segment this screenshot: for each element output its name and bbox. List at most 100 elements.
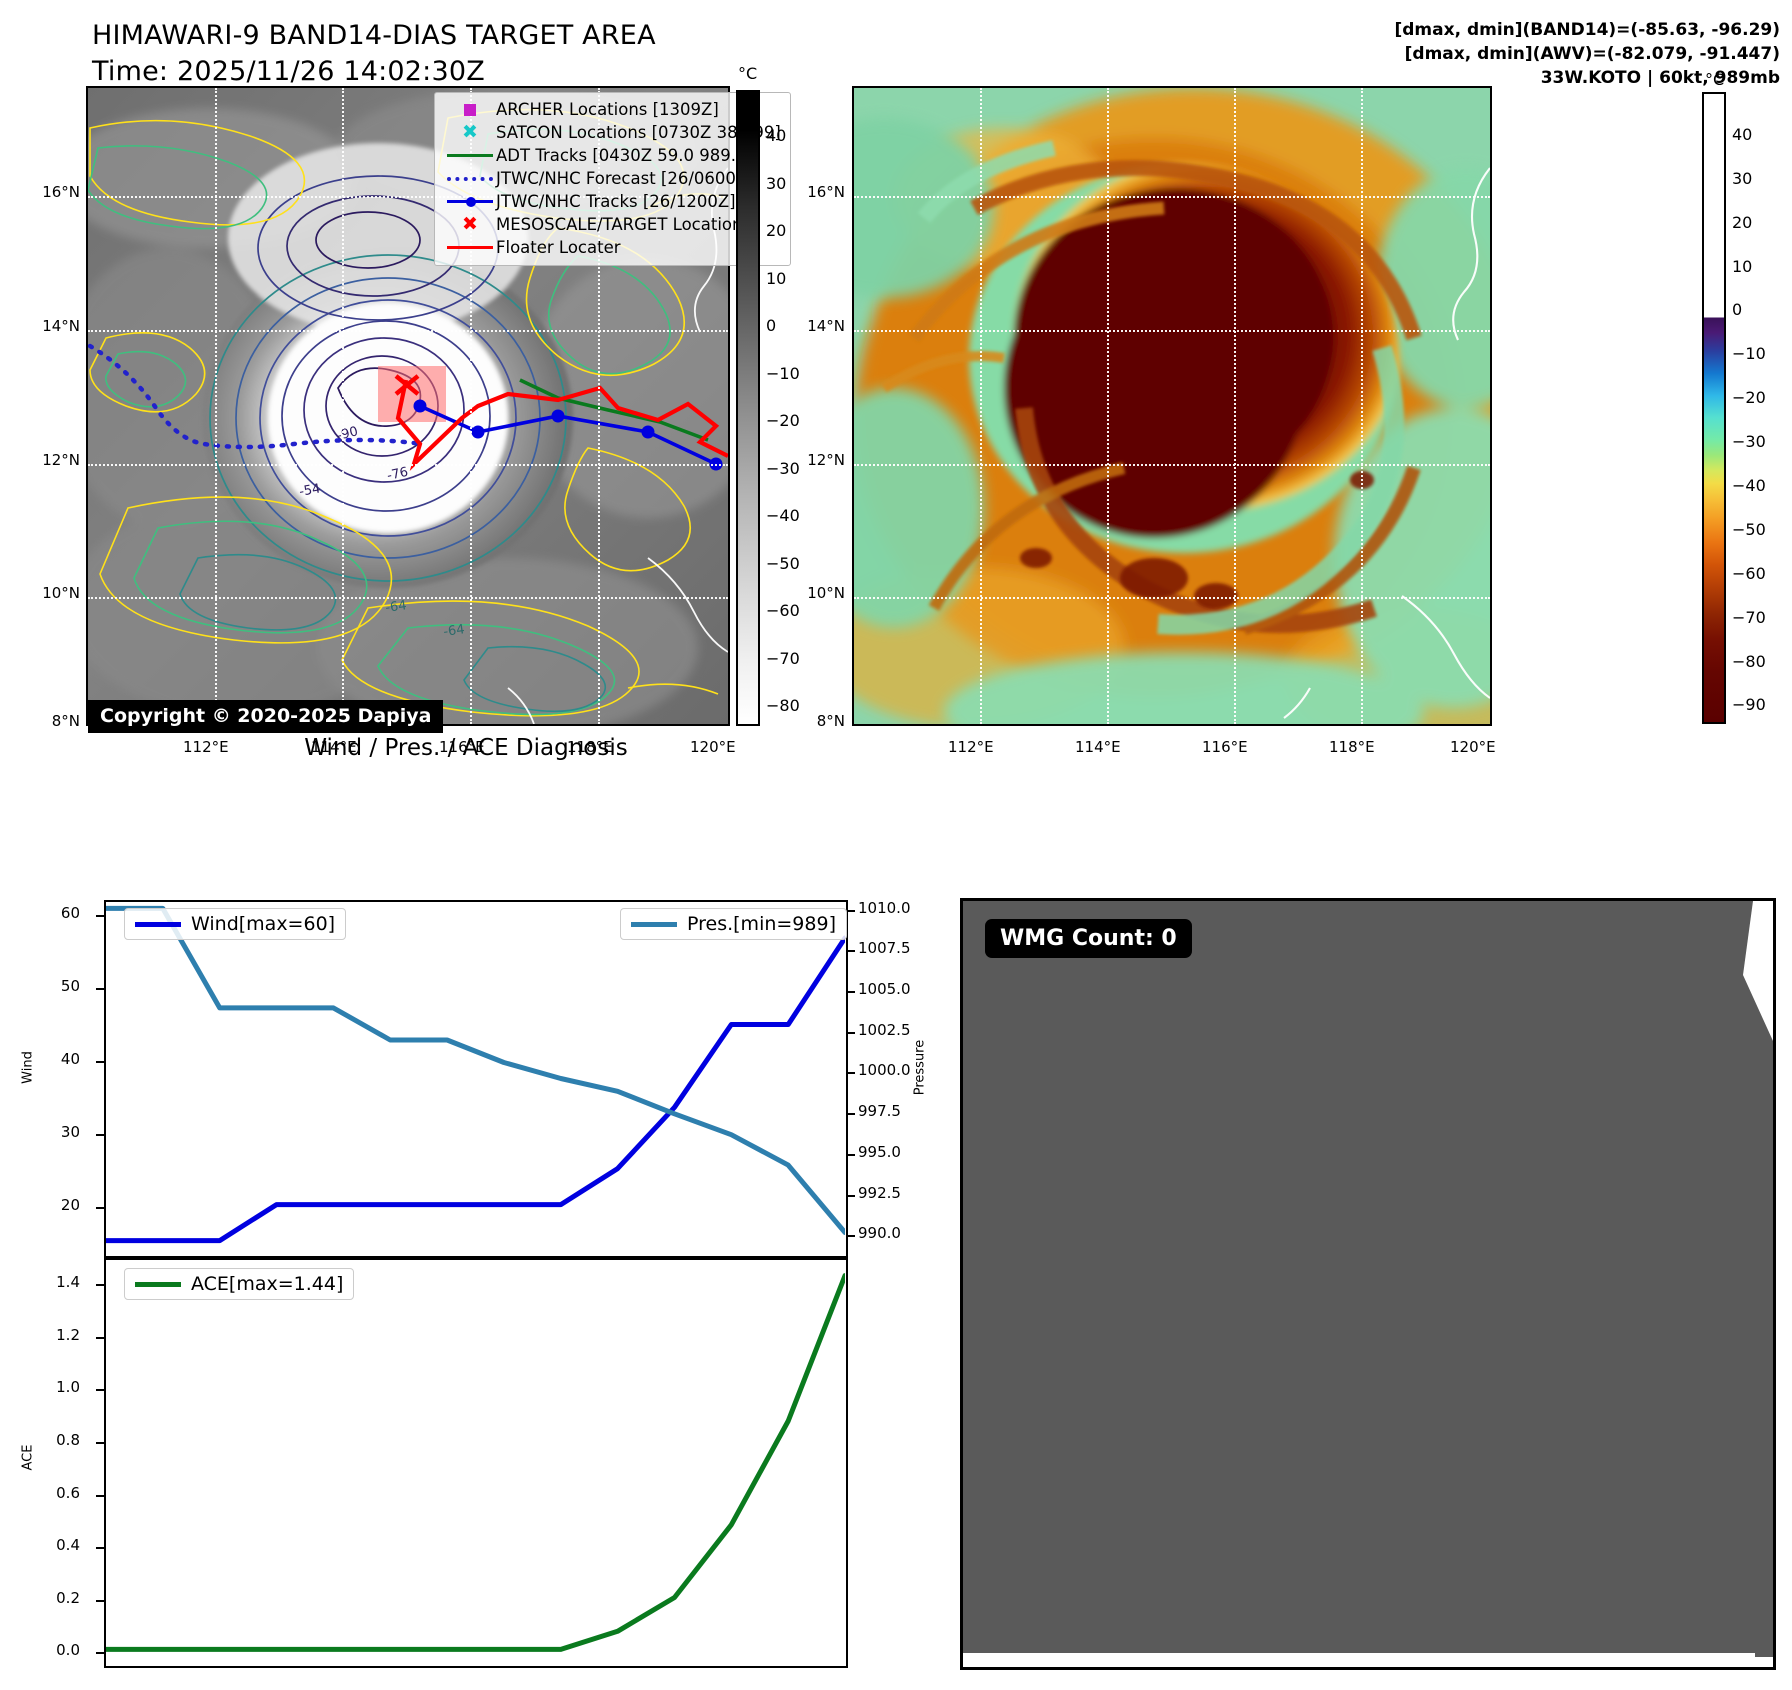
ace-legend[interactable]: ACE[max=1.44] [124, 1268, 355, 1300]
axis-tick-mark [96, 1494, 105, 1497]
axis-tick-label: 40 [60, 1049, 80, 1068]
colorbar-tick: 40 [766, 126, 787, 146]
axis-tick-mark [96, 1060, 105, 1063]
legend-item-floater[interactable]: Floater Locater [444, 236, 781, 259]
header-stats: [dmax, dmin](BAND14)=(-85.63, -96.29) [d… [1394, 18, 1780, 90]
legend-item-satcon[interactable]: ✖ SATCON Locations [0730Z 38 999] [444, 121, 781, 144]
colorbar-tick: 10 [766, 268, 787, 288]
legend-label: JTWC/NHC Forecast [26/0600Z] [496, 169, 754, 188]
storm-summary: 33W.KOTO | 60kt, 989mb [1540, 68, 1780, 88]
colorbar-tick: 30 [1732, 168, 1753, 188]
pressure-legend[interactable]: Pres.[min=989] [620, 908, 847, 940]
axis-tick-mark [96, 914, 105, 917]
colorbar-tick: 0 [766, 316, 777, 336]
axis-tick-mark [96, 1389, 105, 1392]
axis-tick-label: 50 [60, 976, 80, 995]
colorbar-right [1702, 92, 1726, 724]
axis-tick-mark [846, 1113, 855, 1116]
archer-square-icon [444, 103, 496, 116]
lat-tick-14n: 14°N [42, 317, 80, 335]
colorbar-tick: −90 [1732, 695, 1766, 715]
colorbar-tick: −60 [766, 601, 800, 621]
axis-tick-label: 990.0 [858, 1224, 901, 1243]
colorbar-tick: 30 [766, 173, 787, 193]
title-line-2: Time: 2025/11/26 14:02:30Z [92, 56, 485, 87]
wind-legend-label: Wind[max=60] [191, 913, 336, 935]
colorbar-tick: 20 [766, 221, 787, 241]
series-line-acemax [106, 1273, 845, 1652]
lon-tick-114e: 114°E [311, 738, 357, 756]
ace-chart[interactable] [104, 1258, 848, 1668]
legend-item-mesoscale[interactable]: ✖ MESOSCALE/TARGET Location [444, 213, 781, 236]
colorbar-tick: −40 [1732, 476, 1766, 495]
axis-tick-label: 995.0 [858, 1142, 901, 1161]
lat-tick-16n-right: 16°N [807, 183, 845, 201]
axis-tick-label: 0.6 [56, 1483, 80, 1502]
copyright-notice: Copyright © 2020-2025 Dapiya [88, 700, 444, 733]
axis-tick-mark [96, 1599, 105, 1602]
axis-tick-label: 0.4 [56, 1536, 80, 1555]
awv-map-panel[interactable] [852, 86, 1492, 726]
wmg-panel[interactable]: WMG Count: 0 [960, 898, 1776, 1670]
axis-tick-label: 1010.0 [858, 898, 911, 917]
axis-tick-label: 1007.5 [858, 939, 911, 958]
wind-pressure-chart[interactable] [104, 900, 848, 1258]
legend-item-forecast[interactable]: JTWC/NHC Forecast [26/0600Z] [444, 167, 781, 190]
gridline-lat-14 [88, 330, 728, 332]
series-line-presmin [106, 905, 845, 1235]
lon-tick-112e-right: 112°E [948, 738, 994, 756]
axis-tick-mark [846, 991, 855, 994]
colorbar-tick: 0 [1732, 300, 1743, 320]
wind-legend[interactable]: Wind[max=60] [124, 908, 347, 940]
axis-tick-mark [846, 950, 855, 953]
legend-item-adt[interactable]: ADT Tracks [0430Z 59.0 989.6] [444, 144, 781, 167]
wmg-background [963, 901, 1773, 1667]
stats-band14: [dmax, dmin](BAND14)=(-85.63, -96.29) [1394, 20, 1780, 40]
axis-tick-label: 997.5 [858, 1102, 901, 1121]
colorbar-tick: −80 [766, 696, 800, 715]
wind-pres-ace-title: Wind / Pres. / ACE Diagnosis [304, 735, 628, 761]
colorbar-left [736, 90, 760, 726]
legend-label: JTWC/NHC Tracks [26/1200Z] [496, 192, 736, 211]
axis-tick-mark [846, 909, 855, 912]
adt-line-icon [444, 154, 496, 157]
lon-tick-116e: 116°E [439, 738, 485, 756]
adt-track [519, 378, 709, 442]
axis-tick-label: 60 [60, 903, 80, 922]
floater-locater-track [395, 379, 728, 472]
colorbar-right-unit: °C [1705, 70, 1725, 89]
gridline-lon-118 [1361, 88, 1363, 724]
gridline-lon-112 [215, 88, 217, 724]
axis-tick-mark [846, 1235, 855, 1238]
colorbar-tick: 20 [1732, 212, 1753, 232]
axis-tick-mark [846, 1194, 855, 1197]
axis-tick-mark [846, 1153, 855, 1156]
awv-imagery [854, 88, 1490, 724]
svg-text:-54: -54 [298, 481, 322, 499]
colorbar-tick: −50 [1732, 519, 1766, 539]
ace-plot [106, 1273, 845, 1652]
jtwc-forecast-track [88, 343, 425, 450]
lat-tick-10n: 10°N [42, 584, 80, 602]
gridline-lat-10 [854, 597, 1490, 599]
lon-tick-112e: 112°E [183, 738, 229, 756]
lon-tick-116e-right: 116°E [1202, 738, 1248, 756]
axis-tick-label: 30 [60, 1122, 80, 1141]
axis-tick-label: 1.4 [56, 1273, 80, 1292]
gridline-lon-114 [1107, 88, 1109, 724]
wind-line-icon [135, 921, 181, 927]
axis-tick-label: 1.0 [56, 1378, 80, 1397]
svg-text:-64: -64 [384, 598, 407, 616]
legend-item-archer[interactable]: ARCHER Locations [1309Z] [444, 98, 781, 121]
gridline-lat-14 [854, 330, 1490, 332]
axis-tick-mark [96, 1652, 105, 1655]
legend-label: ADT Tracks [0430Z 59.0 989.6] [496, 146, 753, 165]
axis-tick-label: 0.0 [56, 1641, 80, 1660]
legend-item-jtwc-tracks[interactable]: JTWC/NHC Tracks [26/1200Z] [444, 190, 781, 213]
lon-tick-118e: 118°E [567, 738, 613, 756]
band14-map-panel[interactable]: -90 -76 -54 -64 -64 [86, 86, 730, 726]
floater-line-icon [444, 246, 496, 249]
jtwc-track-markers [413, 399, 723, 471]
colorbar-tick: −40 [766, 506, 800, 526]
pressure-line-icon [631, 921, 677, 927]
